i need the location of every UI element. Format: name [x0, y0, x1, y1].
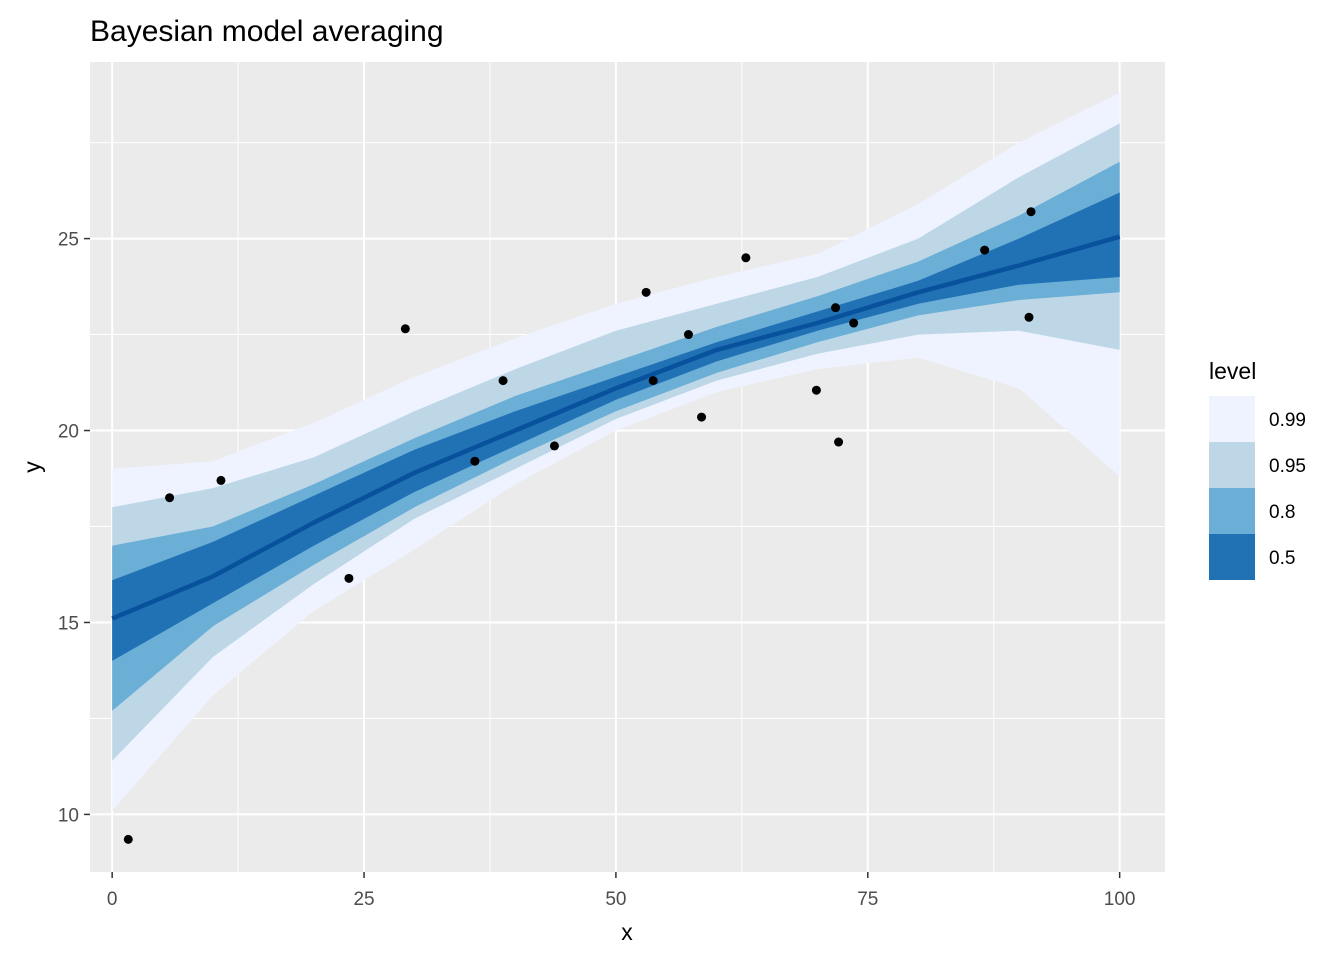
y-tick-label: 10	[58, 805, 79, 826]
x-tick-label: 100	[1104, 889, 1136, 910]
x-tick-label: 50	[605, 889, 626, 910]
x-tick-label: 0	[107, 889, 118, 910]
data-point	[849, 318, 859, 328]
legend-key-0.99	[1209, 396, 1255, 442]
legend-label: 0.8	[1269, 502, 1295, 523]
legend-key-0.8	[1209, 488, 1255, 534]
data-point	[683, 330, 693, 340]
y-tick-label: 20	[58, 422, 79, 443]
fit-line	[111, 234, 1121, 621]
legend-title: level	[1209, 358, 1256, 384]
legend-label: 0.5	[1269, 548, 1295, 569]
legend-key-0.5	[1209, 534, 1255, 580]
data-point	[400, 324, 410, 334]
data-point	[741, 253, 751, 263]
x-axis-title: x	[621, 919, 633, 945]
data-point	[641, 287, 651, 297]
data-point	[344, 573, 354, 583]
data-point	[165, 493, 175, 503]
y-tick-label: 15	[58, 613, 79, 634]
y-axis-title: y	[19, 461, 45, 473]
data-point	[811, 385, 821, 395]
data-point	[216, 475, 226, 485]
y-axis-ticks: 10 15 20 25	[58, 230, 90, 826]
fit-line-group	[111, 234, 1121, 621]
data-point	[648, 376, 658, 386]
data-point	[549, 441, 559, 451]
data-point	[1026, 207, 1036, 217]
data-point	[1024, 312, 1034, 322]
x-tick-label: 25	[353, 889, 374, 910]
legend-key-0.95	[1209, 442, 1255, 488]
data-points	[123, 207, 1036, 844]
chart-title: Bayesian model averaging	[90, 15, 444, 48]
x-axis-ticks: 0 25 50 75 100	[107, 872, 1136, 910]
legend: level 0.99 0.95 0.8 0.5	[1209, 358, 1306, 580]
data-point	[697, 412, 707, 422]
data-point	[834, 437, 844, 447]
data-point	[831, 303, 841, 313]
y-tick-label: 25	[58, 230, 79, 251]
legend-label: 0.99	[1269, 410, 1306, 431]
data-point	[498, 376, 508, 386]
x-tick-label: 75	[857, 889, 878, 910]
legend-label: 0.95	[1269, 456, 1306, 477]
data-point	[123, 834, 133, 844]
data-point	[980, 245, 990, 255]
data-point	[470, 456, 480, 466]
